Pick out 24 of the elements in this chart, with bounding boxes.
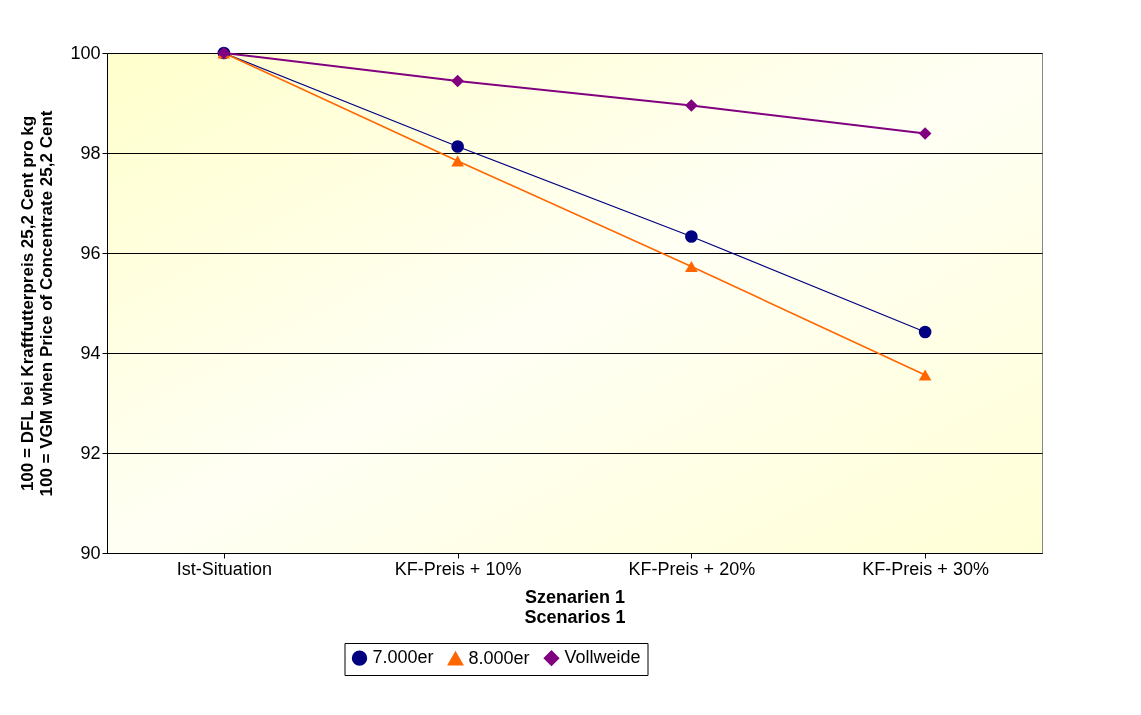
point — [451, 74, 464, 88]
point — [918, 127, 932, 140]
legend-label: 8.000er — [468, 647, 530, 668]
point — [451, 140, 464, 153]
point — [918, 369, 932, 381]
point — [685, 99, 698, 112]
y-axis-title: 100 = DFL bei Kraftfutterpreis 25,2 Cent pro kg 100 = VGM when Price of Concentrate 25,2 Cent — [18, 110, 57, 497]
x-tick-label: KF-Preis + 30% — [862, 558, 989, 579]
legend-label: Vollweide — [564, 647, 641, 668]
point — [685, 261, 698, 272]
y-tick-label: 100 — [70, 42, 101, 63]
x-axis-title: Szenarien 1 Scenarios 1 — [524, 586, 626, 627]
y-tick-label: 96 — [80, 242, 101, 263]
x-tick-label: Ist-Situation — [176, 558, 272, 579]
y-tick-label: 92 — [80, 442, 101, 463]
y-tick-label: 90 — [80, 542, 101, 563]
point — [685, 230, 698, 243]
legend-label: 7.000er — [372, 647, 434, 668]
y-tick-label: 94 — [80, 342, 101, 363]
point — [451, 155, 464, 167]
x-tick-label: KF-Preis + 20% — [628, 558, 756, 579]
y-tick-label: 98 — [80, 142, 101, 163]
point — [918, 325, 932, 339]
x-tick-label: KF-Preis + 10% — [394, 558, 522, 579]
